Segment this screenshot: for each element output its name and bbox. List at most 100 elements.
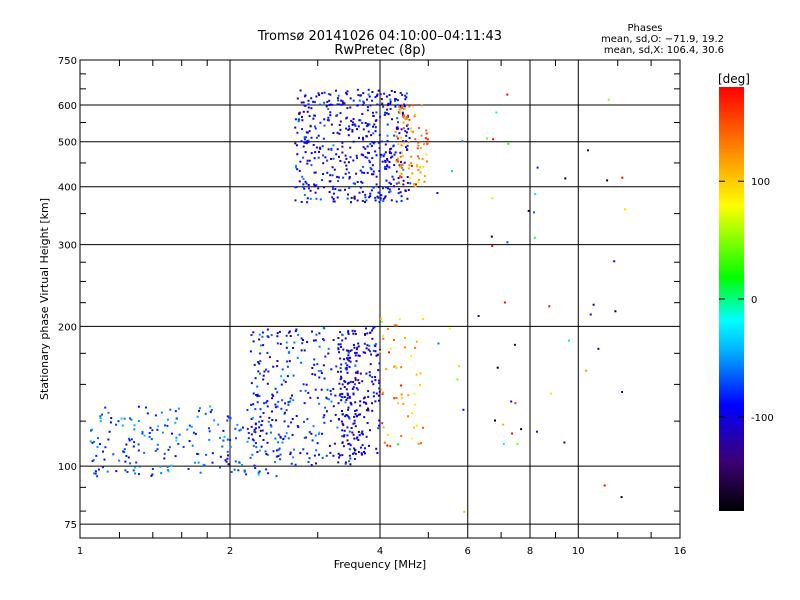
data-point [240,428,242,431]
data-point [425,153,428,156]
data-point [235,437,237,440]
data-point [145,406,147,409]
data-point [241,464,243,466]
data-point [110,417,113,419]
data-point [350,196,353,199]
data-point [337,180,340,183]
data-point [355,415,358,418]
data-point [385,95,388,98]
data-point [401,166,404,169]
data-point [400,144,403,147]
data-point [365,409,368,412]
data-point [345,91,348,94]
data-point [341,435,344,438]
data-point [340,420,343,423]
data-point [399,92,402,94]
data-point [375,183,378,186]
data-point [354,452,357,455]
data-point [416,147,419,150]
data-point [258,395,261,397]
data-point [391,118,393,121]
data-point [339,120,342,123]
data-point [398,110,401,112]
data-point [283,411,286,414]
data-point [366,145,369,148]
data-point [361,181,364,184]
data-point [366,156,369,159]
data-point [323,91,326,94]
data-point [400,136,402,139]
data-point [337,348,340,351]
data-point [291,394,293,397]
data-point [371,140,374,143]
data-point [264,450,267,453]
data-point [311,439,314,442]
data-point [174,410,177,413]
data-point [364,452,366,455]
data-point [96,446,99,448]
data-point [329,174,332,177]
data-point [287,437,290,440]
data-point [323,101,326,104]
data-point [371,329,373,332]
data-point [399,151,402,154]
data-point [314,191,317,194]
data-point [349,97,352,100]
data-point [169,408,172,411]
data-point [607,98,610,101]
data-point [289,451,292,454]
data-point [348,417,351,420]
data-point [388,191,391,194]
data-point [346,382,349,385]
data-point [378,170,381,172]
data-point [374,400,377,403]
data-point [285,432,288,435]
data-point [335,365,338,368]
data-point [303,402,306,405]
data-point [150,438,153,441]
data-point [356,436,359,439]
data-point [103,458,106,461]
data-point [329,103,332,106]
data-point [348,454,351,457]
data-point [150,474,153,477]
data-point [347,416,350,419]
data-point [315,333,318,336]
data-point [275,419,278,422]
data-point [357,379,360,382]
data-point [385,368,388,371]
data-point [389,190,392,193]
data-point [361,153,364,156]
data-point [316,363,319,366]
data-point [272,365,275,368]
data-point [348,186,351,189]
data-point [129,462,132,465]
data-point [286,360,289,363]
data-point [307,184,310,186]
data-point [276,365,279,368]
data-point [353,437,356,440]
data-point [345,366,348,369]
y-axis-label: Stationary phase Virtual Height [km] [38,198,51,400]
data-point [167,448,170,451]
data-point [346,414,349,417]
data-point [304,94,307,97]
data-point [211,461,214,464]
data-point [336,131,339,134]
data-point [364,156,367,159]
data-point [377,191,380,194]
data-point [358,119,361,122]
data-point [351,123,354,126]
data-point [344,462,347,465]
data-point [251,438,254,441]
data-point [356,388,359,391]
data-point [491,197,494,200]
data-point [350,201,352,204]
data-point [463,510,466,513]
data-point [377,394,380,397]
data-point [349,444,352,447]
data-point [345,127,348,130]
data-point [276,405,279,408]
data-point [477,315,480,317]
data-point [415,340,418,343]
